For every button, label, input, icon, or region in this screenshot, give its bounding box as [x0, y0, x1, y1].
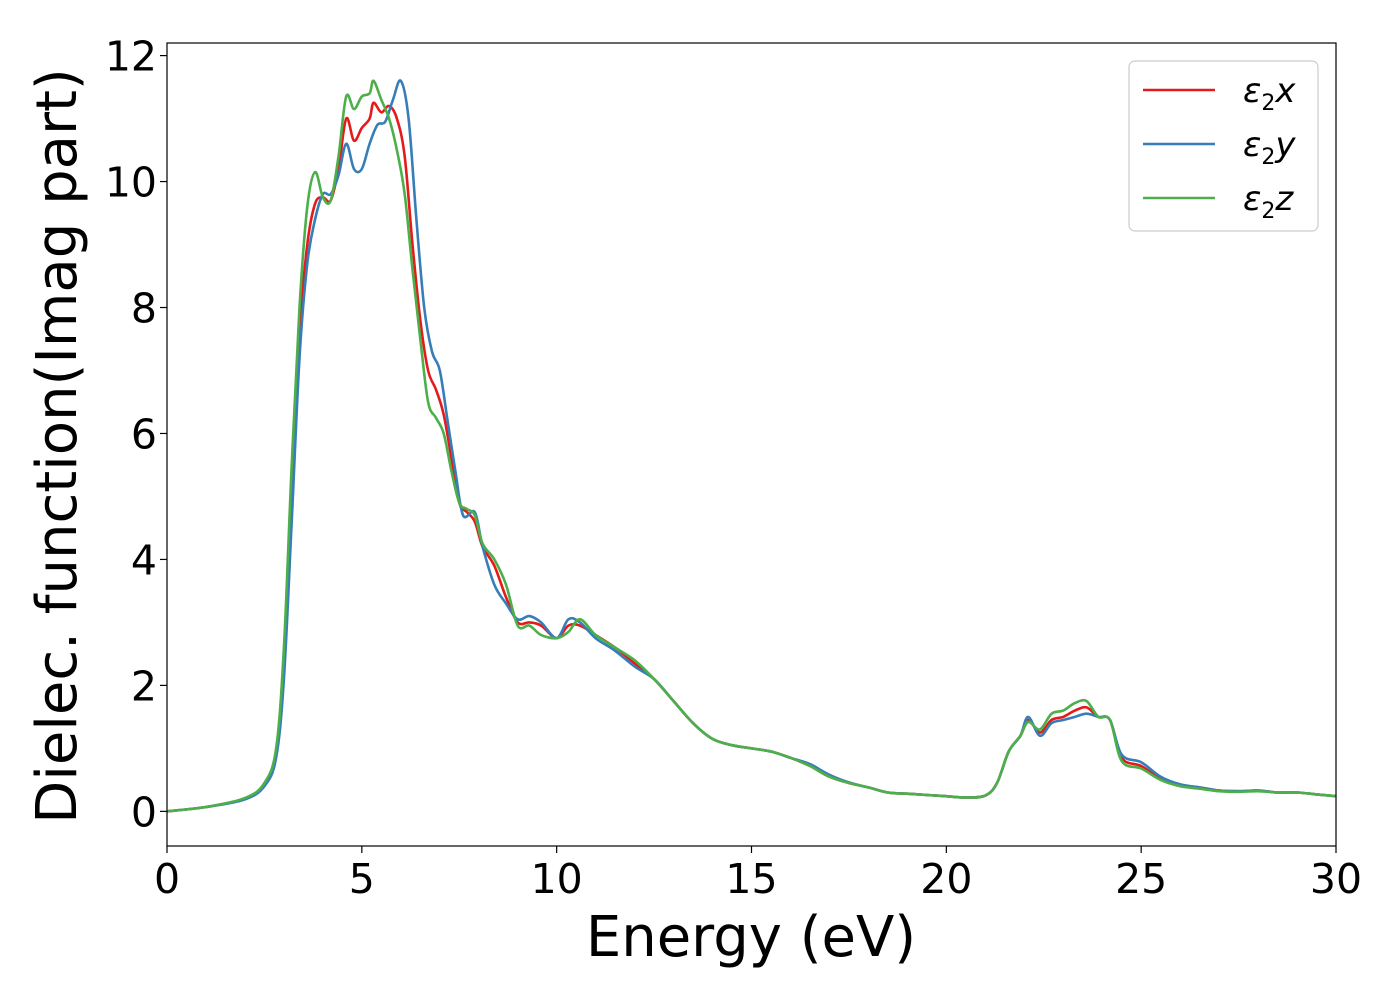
- x-tick-label: 20: [920, 855, 972, 903]
- legend-box: [1128, 60, 1319, 232]
- y-tick-label: 2: [131, 662, 157, 710]
- x-tick-label: 0: [154, 855, 180, 903]
- x-axis: 0 5 10 15 20 25 30: [154, 846, 1362, 903]
- y-tick-label: 10: [105, 159, 157, 207]
- y-axis: 0 2 4 6 8 10 12: [105, 33, 167, 836]
- x-tick-label: 10: [531, 855, 583, 903]
- series-line-3: [166, 79, 1337, 813]
- y-tick-label: 6: [131, 410, 157, 458]
- legend-label-3: ε2z: [1243, 179, 1294, 224]
- y-axis-title: Dielec. function(Imag part): [25, 68, 90, 824]
- series-layer: [166, 79, 1337, 813]
- y-tick-label: 4: [131, 536, 157, 584]
- y-tick-label: 12: [105, 33, 157, 81]
- legend-label-1: ε2x: [1243, 71, 1296, 116]
- y-tick-label: 8: [131, 285, 157, 333]
- legend: ε2x ε2y ε2z: [1128, 60, 1319, 232]
- x-tick-label: 30: [1310, 855, 1362, 903]
- x-axis-title: Energy (eV): [586, 905, 916, 970]
- x-tick-label: 5: [349, 855, 375, 903]
- y-tick-label: 0: [131, 788, 157, 836]
- x-tick-label: 15: [725, 855, 777, 903]
- x-tick-label: 25: [1115, 855, 1167, 903]
- legend-label-2: ε2y: [1243, 125, 1296, 170]
- series-line-2: [166, 79, 1337, 813]
